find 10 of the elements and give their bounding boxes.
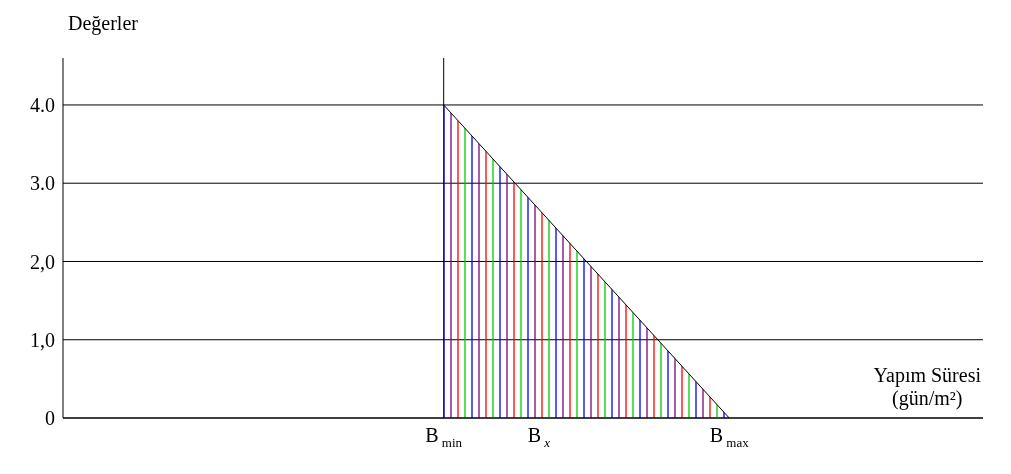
y-tick-label: 1,0: [30, 328, 55, 351]
x-tick-label: B$_{min}$: [425, 424, 463, 451]
y-tick-label: 0: [45, 407, 55, 430]
y-tick-label: 4.0: [30, 94, 55, 117]
y-axis-title: Değerler: [68, 12, 138, 35]
x-axis-title: Yapım Süresi (gün/m²): [873, 364, 981, 410]
x-tick-label: B$_{x}$: [527, 424, 551, 451]
x-tick-label: B$_{max}$: [709, 424, 750, 451]
y-tick-label: 3.0: [30, 172, 55, 195]
y-tick-label: 2,0: [30, 250, 55, 273]
